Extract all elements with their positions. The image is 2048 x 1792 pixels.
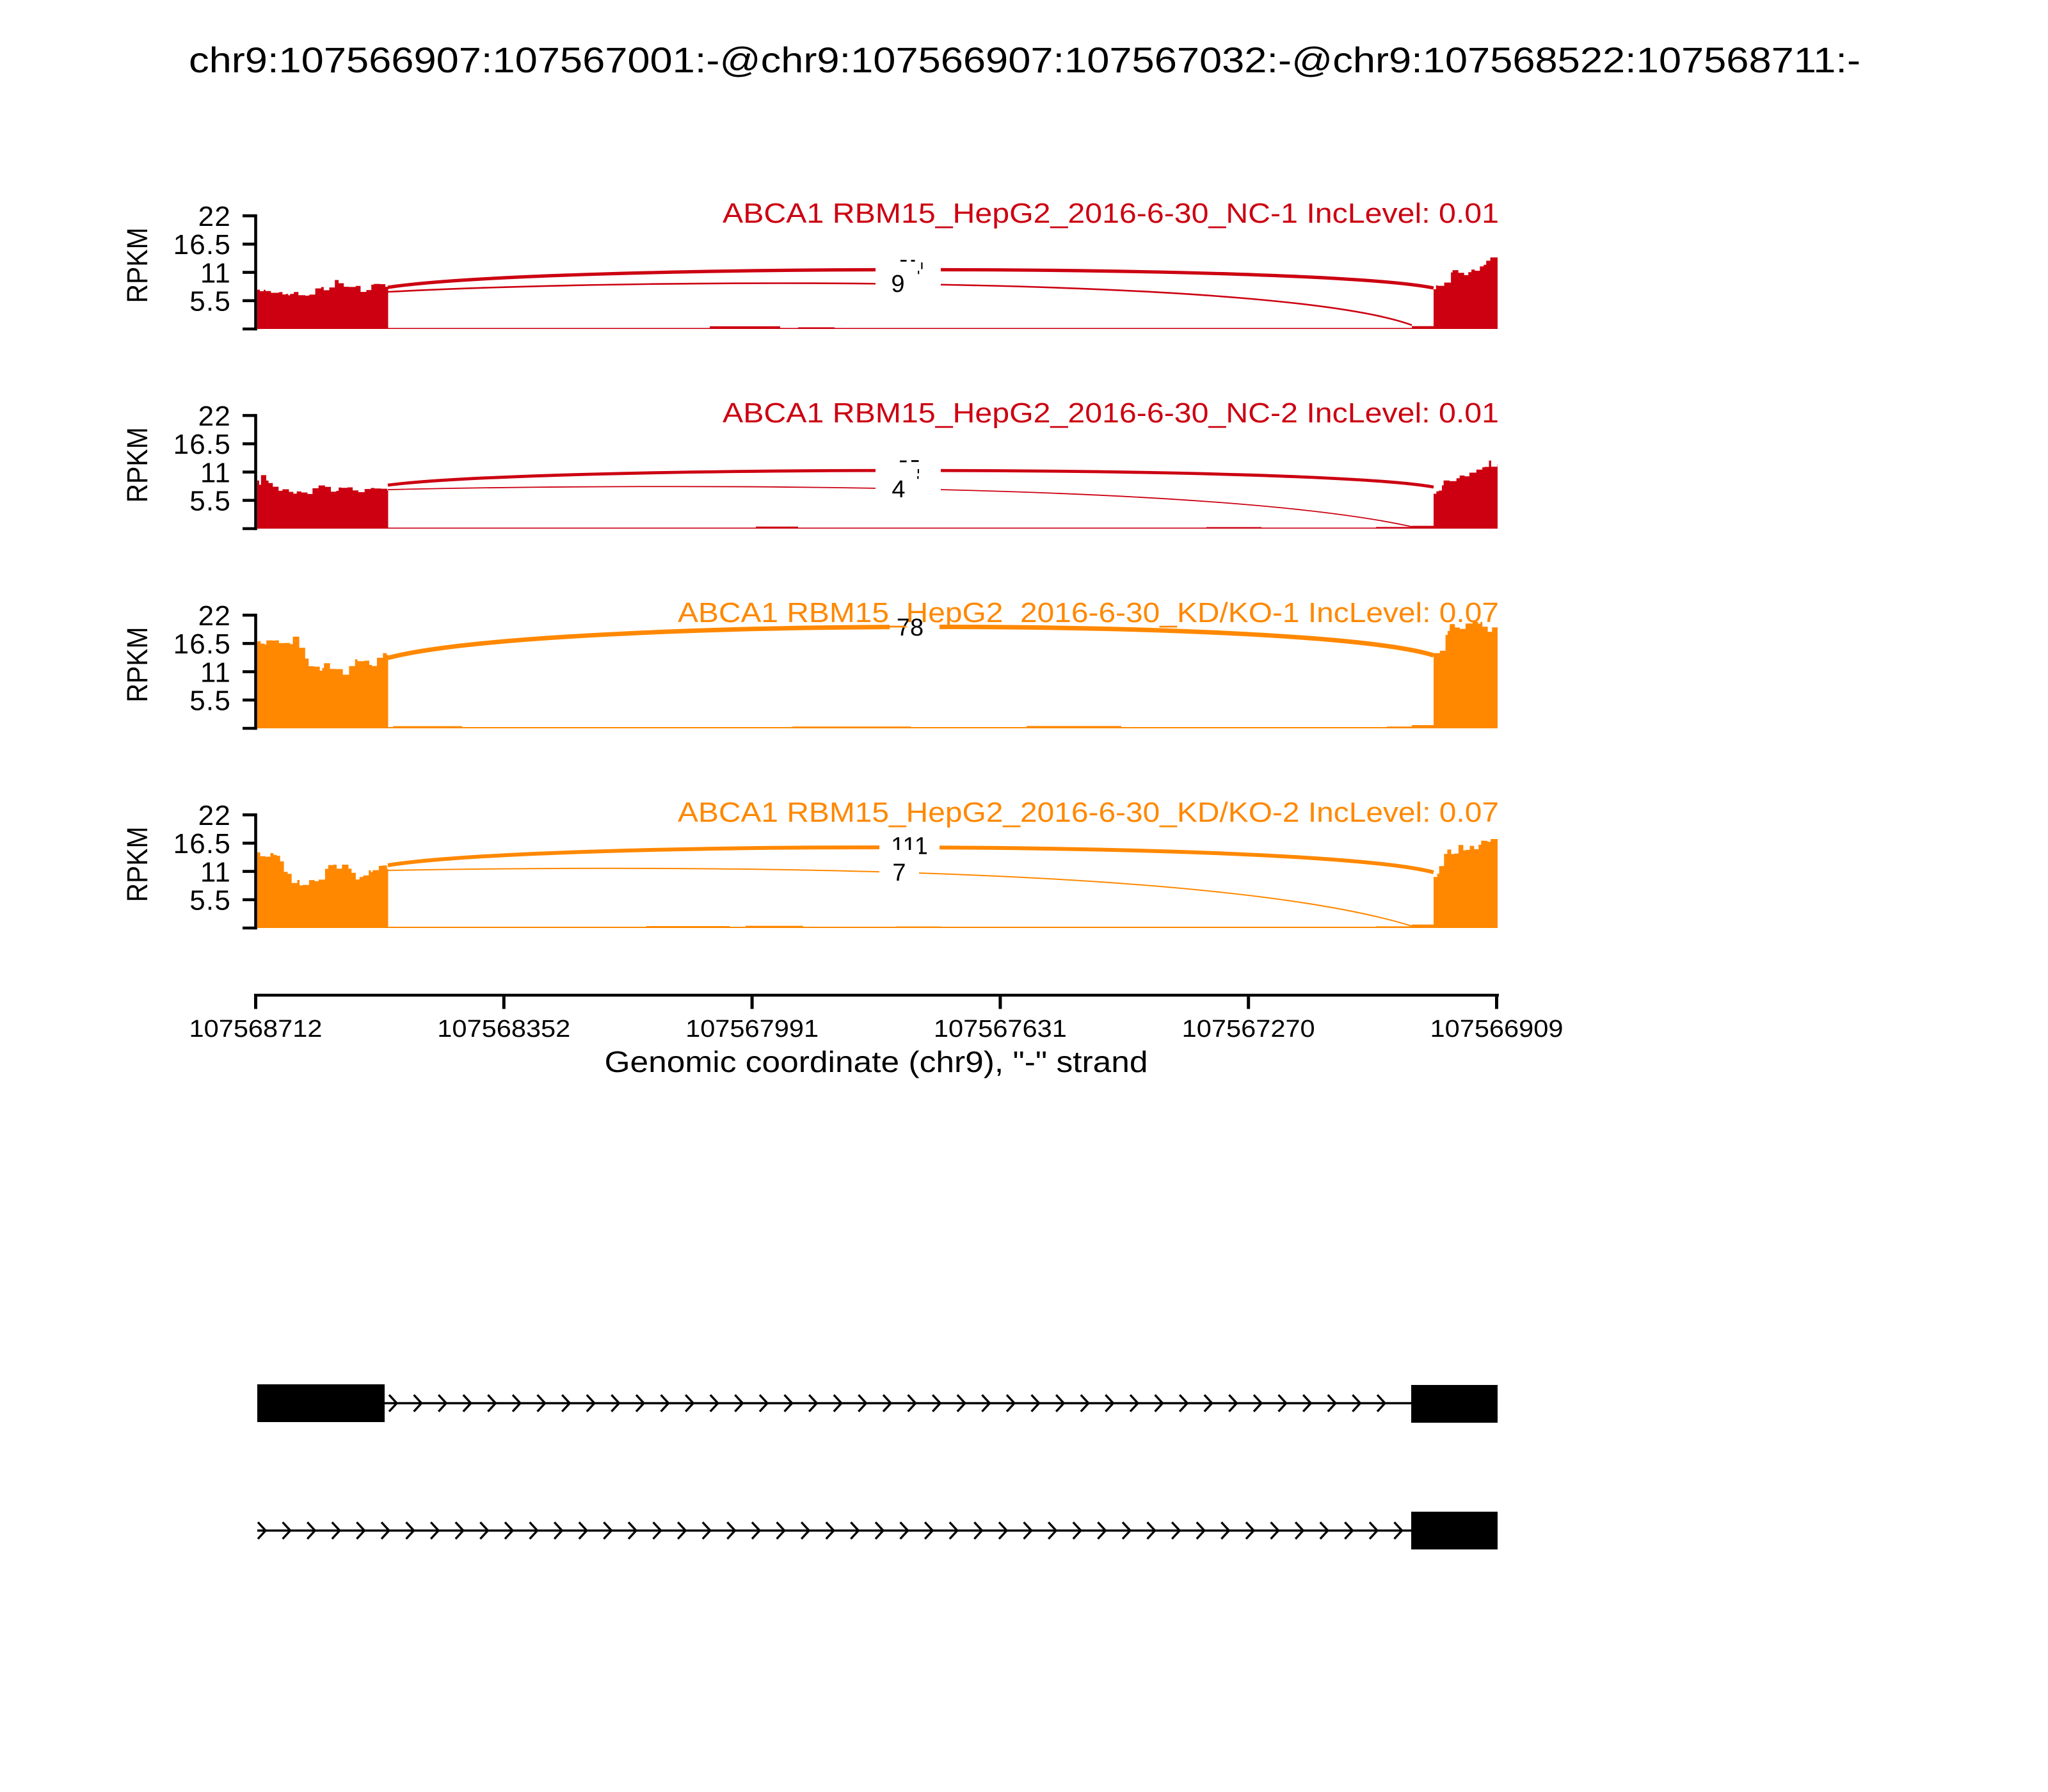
svg-text:107568352: 107568352 (437, 1016, 570, 1043)
svg-text:22: 22 (198, 201, 231, 232)
svg-text:7: 7 (892, 860, 906, 886)
svg-text:11: 11 (200, 257, 231, 289)
svg-text:4: 4 (892, 476, 905, 503)
svg-text:11: 11 (200, 457, 231, 488)
svg-text:107568712: 107568712 (189, 1016, 323, 1043)
svg-text:107567631: 107567631 (934, 1016, 1067, 1043)
svg-text:107567270: 107567270 (1182, 1016, 1315, 1043)
svg-text:5.5: 5.5 (189, 685, 231, 717)
svg-text:22: 22 (198, 800, 231, 831)
svg-text:16.5: 16.5 (173, 628, 231, 660)
svg-text:16.5: 16.5 (173, 828, 231, 860)
svg-text:22: 22 (198, 600, 231, 632)
svg-text:78: 78 (897, 614, 924, 641)
svg-text:ABCA1 RBM15_HepG2_2016-6-30_KD: ABCA1 RBM15_HepG2_2016-6-30_KD/KO-2 IncL… (678, 797, 1499, 828)
svg-text:ABCA1 RBM15_HepG2_2016-6-30_KD: ABCA1 RBM15_HepG2_2016-6-30_KD/KO-1 IncL… (678, 597, 1499, 628)
svg-text:16.5: 16.5 (173, 429, 231, 460)
svg-text:ABCA1 RBM15_HepG2_2016-6-30_NC: ABCA1 RBM15_HepG2_2016-6-30_NC-1 IncLeve… (723, 198, 1499, 229)
svg-text:11: 11 (200, 657, 231, 688)
svg-text:107567991: 107567991 (685, 1016, 819, 1043)
svg-text:Genomic coordinate (chr9), "-": Genomic coordinate (chr9), "-" strand (605, 1045, 1148, 1078)
svg-text:5.5: 5.5 (189, 885, 231, 916)
svg-text:RPKM: RPKM (121, 627, 154, 703)
svg-text:RPKM: RPKM (121, 228, 154, 303)
svg-text:RPKM: RPKM (121, 428, 154, 503)
svg-text:5.5: 5.5 (189, 486, 231, 517)
svg-text:22: 22 (198, 401, 231, 432)
svg-text:107566909: 107566909 (1430, 1016, 1564, 1043)
svg-text:9: 9 (891, 271, 904, 298)
svg-text:chr9:107566907:107567001:-@chr: chr9:107566907:107567001:-@chr9:10756690… (189, 40, 1860, 80)
svg-text:11: 11 (200, 856, 231, 888)
svg-text:ABCA1 RBM15_HepG2_2016-6-30_NC: ABCA1 RBM15_HepG2_2016-6-30_NC-2 IncLeve… (723, 397, 1499, 429)
svg-text:5.5: 5.5 (189, 286, 231, 317)
svg-text:RPKM: RPKM (121, 827, 154, 902)
svg-text:16.5: 16.5 (173, 229, 231, 260)
